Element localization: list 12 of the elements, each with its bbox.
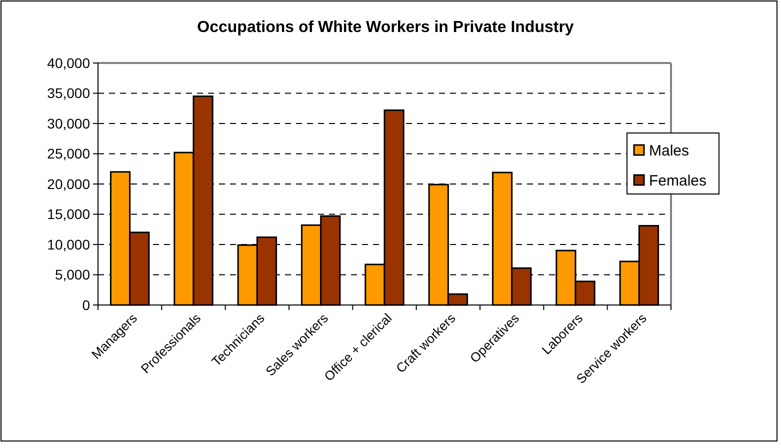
- legend-label: Females: [649, 172, 707, 190]
- y-tick-label: 40,000: [47, 54, 90, 71]
- chart-title: Occupations of White Workers in Private Industry: [197, 19, 574, 36]
- y-tick-label: 20,000: [47, 176, 90, 192]
- legend-label: Males: [649, 142, 690, 160]
- y-tick-label: 35,000: [47, 85, 90, 102]
- y-tick-label: 10,000: [47, 236, 90, 252]
- y-tick-label: 0: [82, 296, 90, 313]
- y-tick-label: 15,000: [47, 206, 90, 222]
- y-tick-label: 25,000: [47, 146, 90, 162]
- y-tick-label: 30,000: [47, 115, 90, 132]
- y-tick-label: 5,000: [54, 266, 90, 283]
